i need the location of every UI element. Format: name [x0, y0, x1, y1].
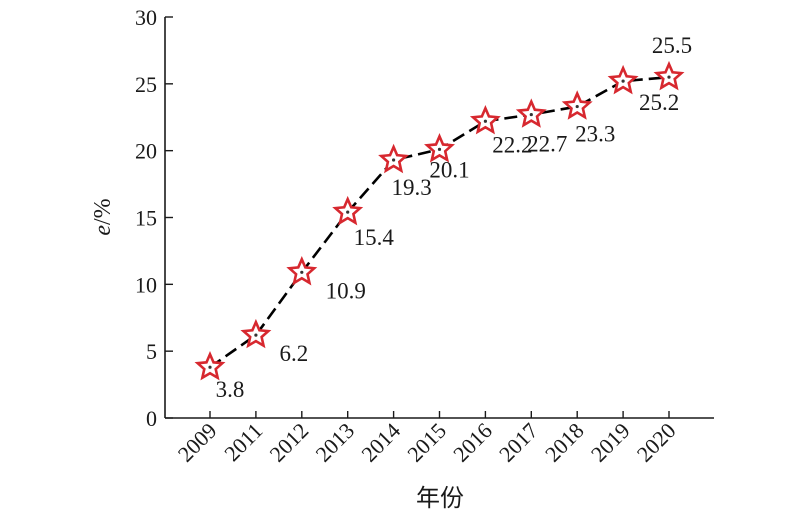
y-axis-title: e/% [90, 198, 116, 235]
axes [164, 16, 714, 419]
data-label: 23.3 [575, 122, 615, 147]
y-tick-label: 25 [135, 72, 157, 97]
x-tick-label: 2018 [540, 418, 589, 467]
star-marker [240, 318, 272, 349]
data-label: 25.2 [639, 90, 679, 115]
x-tick-label: 2013 [310, 418, 359, 467]
x-axis-title: 年份 [416, 485, 464, 512]
x-tick-label: 2009 [173, 418, 222, 467]
x-tick-label: 2017 [494, 418, 543, 467]
x-tick-label: 2011 [219, 418, 267, 466]
y-tick-label: 20 [135, 139, 157, 164]
star-marker [378, 143, 410, 174]
star-marker [469, 104, 501, 135]
star-marker [607, 64, 639, 95]
data-label: 15.4 [354, 225, 395, 250]
x-tick-label: 2020 [632, 418, 681, 467]
star-marker [286, 256, 318, 286]
y-tick-label: 5 [146, 339, 157, 364]
x-tick-label: 2016 [448, 418, 497, 467]
data-label: 22.2 [492, 132, 532, 157]
y-tick-label: 10 [135, 272, 157, 297]
y-tick-label: 30 [135, 5, 157, 30]
x-tick-label: 2015 [402, 418, 451, 467]
x-tick-label: 2019 [586, 418, 635, 467]
data-label: 22.7 [527, 132, 567, 157]
y-tick-label: 15 [135, 206, 157, 231]
x-tick-label: 2014 [356, 418, 405, 467]
star-marker [424, 133, 455, 163]
star-marker [515, 98, 547, 128]
star-marker [194, 350, 226, 381]
data-label: 25.5 [652, 33, 692, 58]
data-label: 19.3 [391, 175, 431, 200]
data-label: 20.1 [429, 157, 469, 182]
data-label: 10.9 [326, 278, 366, 303]
star-marker [561, 90, 593, 120]
data-labels: 3.8 6.2 10.9 15.4 19.320.1 22.222.7 23.3 25.2 25… [216, 33, 693, 402]
star-marker [653, 60, 685, 91]
data-label: 6.2 [280, 341, 309, 366]
y-tick-label: 0 [146, 406, 157, 431]
data-label: 3.8 [216, 377, 245, 402]
x-tick-label: 2012 [265, 418, 314, 467]
series-markers [194, 60, 685, 381]
star-marker [332, 195, 364, 226]
